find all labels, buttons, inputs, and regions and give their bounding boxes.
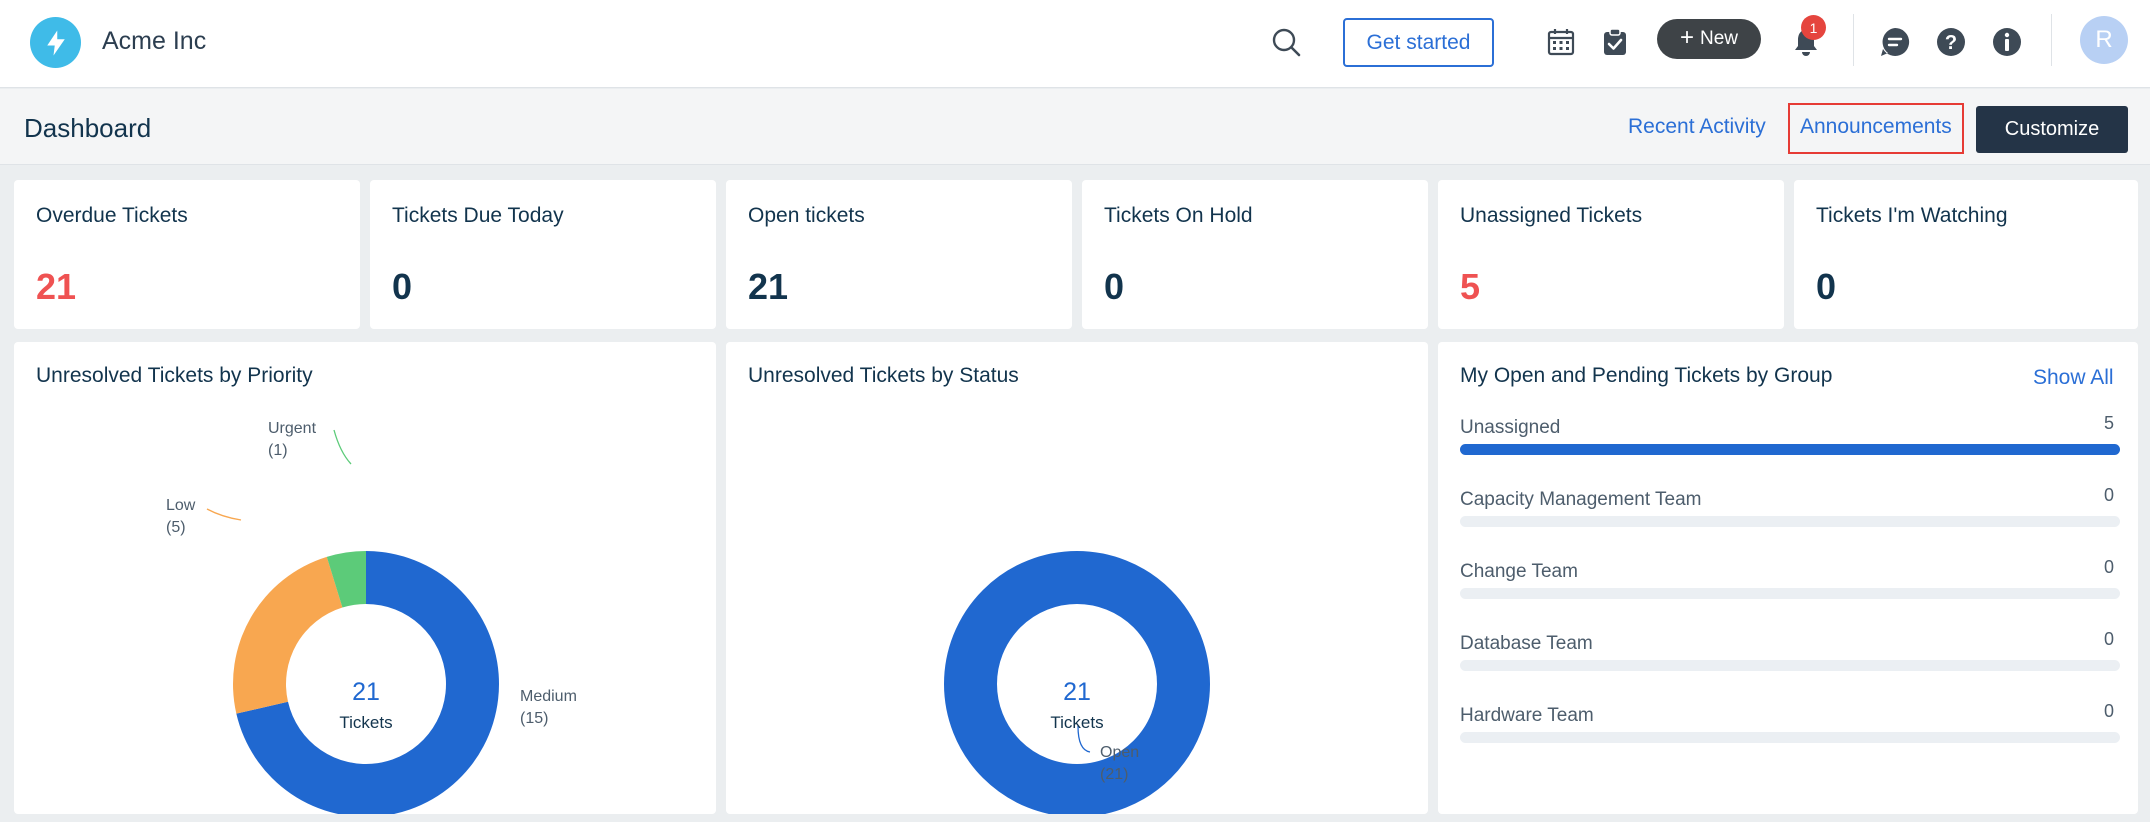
priority-donut-chart: 21 Tickets Medium (15) Low (5) Urgent (1… bbox=[166, 420, 577, 814]
stat-card-overdue[interactable]: Overdue Tickets 21 bbox=[14, 180, 360, 329]
slice-label-open: Open bbox=[1100, 744, 1139, 761]
search-icon[interactable] bbox=[1268, 24, 1306, 62]
avatar[interactable]: R bbox=[2080, 16, 2128, 64]
group-row-unassigned[interactable]: Unassigned 5 bbox=[1460, 413, 2120, 467]
group-row-database-team[interactable]: Database Team 0 bbox=[1460, 629, 2120, 683]
stat-card-on-hold[interactable]: Tickets On Hold 0 bbox=[1082, 180, 1428, 329]
new-button-label: New bbox=[1700, 28, 1739, 49]
status-donut-chart: 21 Tickets Open (21) bbox=[944, 551, 1210, 814]
slice-label-urgent: Urgent bbox=[268, 420, 317, 437]
top-navbar: Acme Inc Get started + New 1 ? R bbox=[0, 0, 2150, 88]
group-count: 5 bbox=[2103, 413, 2114, 433]
stat-value: 0 bbox=[1104, 266, 1125, 307]
stat-value: 0 bbox=[392, 266, 413, 307]
leader-line bbox=[1077, 725, 1091, 753]
group-progress-track bbox=[1460, 732, 2120, 743]
leader-line bbox=[326, 783, 360, 814]
group-row-change-team[interactable]: Change Team 0 bbox=[1460, 557, 2120, 611]
stat-value: 5 bbox=[1460, 266, 1481, 307]
group-row-hardware-team[interactable]: Hardware Team 0 bbox=[1460, 701, 2120, 755]
group-progress-track bbox=[1460, 516, 2120, 527]
donut-center-value: 21 bbox=[1063, 678, 1091, 706]
logo-bolt-icon[interactable] bbox=[30, 17, 81, 68]
group-name: Hardware Team bbox=[1460, 705, 1594, 726]
new-button[interactable]: + New bbox=[1657, 19, 1761, 59]
donut-slice-urgent[interactable] bbox=[326, 551, 366, 608]
divider bbox=[1853, 14, 1854, 66]
group-count: 0 bbox=[2103, 485, 2114, 505]
group-name: Database Team bbox=[1460, 633, 1593, 654]
stat-label: Tickets Due Today bbox=[392, 204, 564, 227]
stat-label: Unassigned Tickets bbox=[1460, 204, 1643, 227]
group-progress-track bbox=[1460, 588, 2120, 599]
get-started-button[interactable]: Get started bbox=[1343, 18, 1494, 67]
help-icon[interactable]: ? bbox=[1931, 22, 1971, 62]
stat-label: Open tickets bbox=[748, 204, 865, 227]
divider bbox=[2051, 14, 2052, 66]
slice-count-urgent: (1) bbox=[268, 442, 288, 459]
group-count: 0 bbox=[2103, 557, 2114, 577]
stat-value: 21 bbox=[36, 266, 77, 307]
slice-label-medium: Medium bbox=[520, 688, 577, 705]
stat-label: Overdue Tickets bbox=[36, 204, 188, 227]
priority-widget: Unresolved Tickets by Priority 21 Ticket… bbox=[14, 342, 716, 814]
group-count: 0 bbox=[2103, 629, 2114, 649]
announcements-highlight bbox=[1788, 103, 1964, 154]
group-name: Change Team bbox=[1460, 561, 1578, 582]
donut-center-value: 21 bbox=[352, 678, 380, 706]
stat-value: 0 bbox=[1816, 266, 1837, 307]
group-widget: My Open and Pending Tickets by Group Sho… bbox=[1438, 342, 2138, 814]
customize-button[interactable]: Customize bbox=[1976, 106, 2128, 153]
donut-center-label: Tickets bbox=[1050, 713, 1103, 732]
group-progress-track bbox=[1460, 444, 2120, 455]
stat-label: Tickets I'm Watching bbox=[1816, 204, 2008, 227]
company-name: Acme Inc bbox=[102, 27, 207, 55]
group-progress-track bbox=[1460, 660, 2120, 671]
stat-card-due-today[interactable]: Tickets Due Today 0 bbox=[370, 180, 716, 329]
leader-line bbox=[206, 508, 242, 521]
group-name: Capacity Management Team bbox=[1460, 489, 1702, 510]
chat-icon[interactable] bbox=[1875, 22, 1915, 62]
stat-value: 21 bbox=[748, 266, 789, 307]
announcements-link[interactable]: Announcements bbox=[1800, 115, 1952, 138]
slice-count-medium: (15) bbox=[520, 710, 548, 727]
show-all-link[interactable]: Show All bbox=[2033, 366, 2114, 389]
group-count: 0 bbox=[2103, 701, 2114, 721]
info-icon[interactable] bbox=[1987, 22, 2027, 62]
group-progress-fill bbox=[1460, 444, 2120, 455]
donut-slice-open[interactable] bbox=[944, 551, 1210, 814]
group-row-capacity-management[interactable]: Capacity Management Team 0 bbox=[1460, 485, 2120, 539]
stat-card-open[interactable]: Open tickets 21 bbox=[726, 180, 1072, 329]
status-widget: Unresolved Tickets by Status 21 Tickets … bbox=[726, 342, 1428, 814]
donut-center-label: Tickets bbox=[339, 713, 392, 732]
slice-count-open: (21) bbox=[1100, 766, 1128, 783]
stat-label: Tickets On Hold bbox=[1104, 204, 1253, 227]
donut-slice-medium[interactable] bbox=[236, 551, 499, 814]
donut-slice-low[interactable] bbox=[232, 556, 343, 714]
page-title: Dashboard bbox=[24, 113, 152, 143]
widget-title: Unresolved Tickets by Status bbox=[748, 364, 1019, 387]
recent-activity-link[interactable]: Recent Activity bbox=[1628, 115, 1766, 138]
widget-title: My Open and Pending Tickets by Group bbox=[1460, 364, 1833, 387]
svg-text:?: ? bbox=[1945, 32, 1957, 54]
slice-label-low: Low bbox=[166, 497, 196, 514]
group-name: Unassigned bbox=[1460, 417, 1561, 438]
leader-line bbox=[333, 429, 352, 465]
plus-icon: + bbox=[1679, 24, 1694, 51]
task-clipboard-icon[interactable] bbox=[1595, 22, 1635, 62]
notification-badge: 1 bbox=[1801, 15, 1826, 40]
widget-title: Unresolved Tickets by Priority bbox=[36, 364, 313, 387]
stat-card-watching[interactable]: Tickets I'm Watching 0 bbox=[1794, 180, 2138, 329]
slice-count-low: (5) bbox=[166, 519, 186, 536]
stat-card-unassigned[interactable]: Unassigned Tickets 5 bbox=[1438, 180, 1784, 329]
calendar-icon[interactable] bbox=[1541, 22, 1581, 62]
